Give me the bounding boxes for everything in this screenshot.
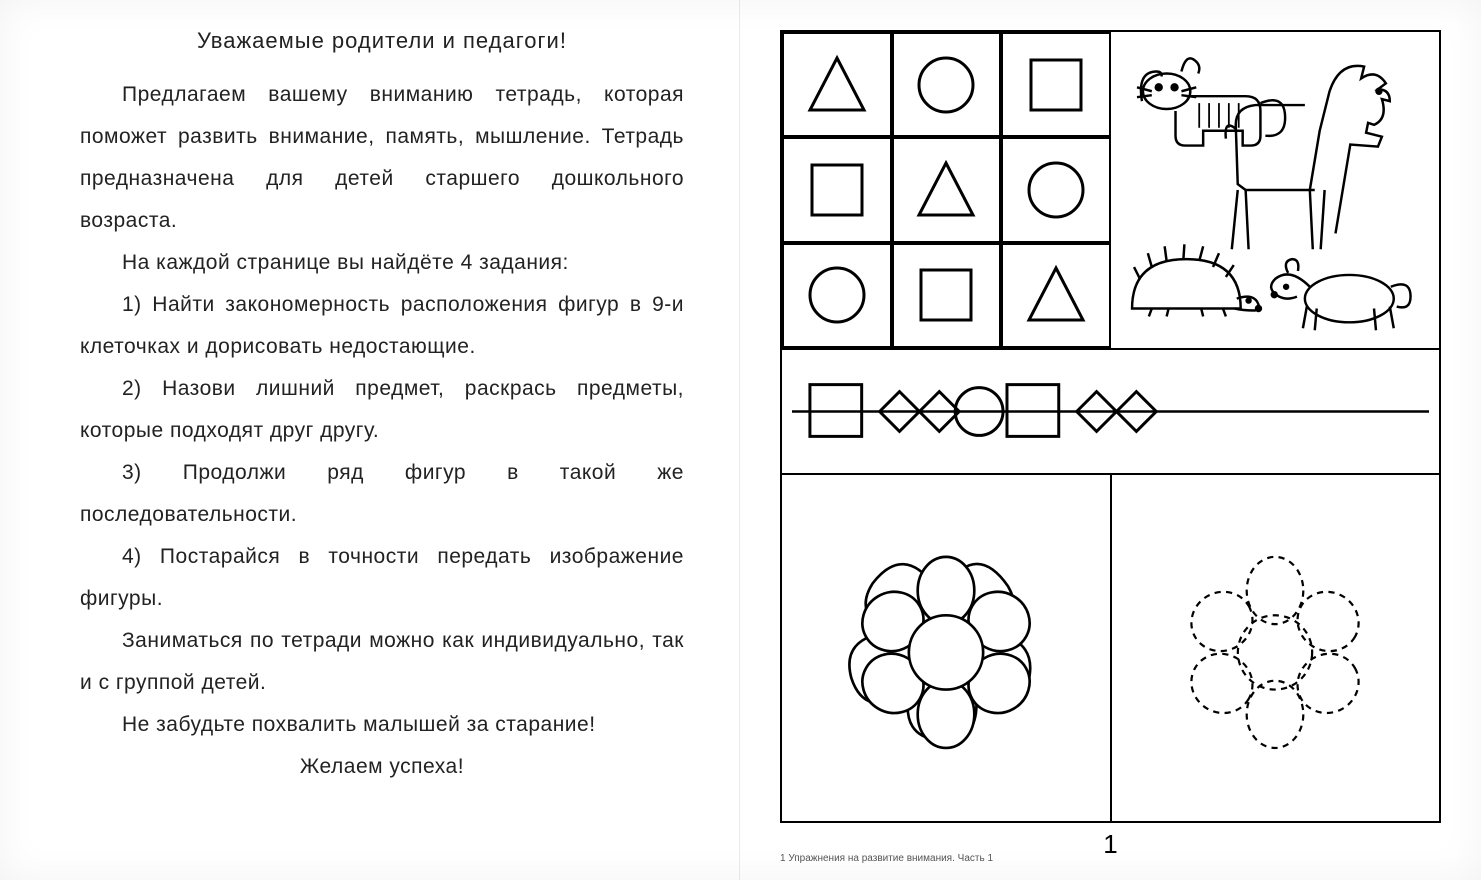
top-row [780,30,1441,350]
hedgehog-icon [1132,244,1261,316]
footnote: 1 Упражнения на развитие внимания. Часть… [780,853,993,864]
paragraph-4: 2) Назови лишний предмет, раскрась предм… [80,368,684,452]
flower-row [780,475,1441,823]
animals-svg [1111,32,1440,348]
grid-cell [1001,243,1111,348]
grid-cell [1001,137,1111,242]
animals-panel [1111,30,1442,350]
left-page: Уважаемые родители и педагоги! Предлагае… [0,0,740,880]
paragraph-8: Не забудьте похвалить малышей за старани… [80,704,684,746]
dog-icon [1271,259,1410,330]
grid-cell [782,137,892,242]
heading: Уважаемые родители и педагоги! [80,28,684,54]
paragraph-5: 3) Продолжи ряд фигур в такой же последо… [80,452,684,536]
pattern-svg [792,350,1429,473]
grid-cell [892,243,1002,348]
page-spread: Уважаемые родители и педагоги! Предлагае… [0,0,1481,880]
paragraph-7: Заниматься по тетради можно как индивиду… [80,620,684,704]
flower-solid [780,475,1110,823]
paragraph-2: На каждой странице вы найдёте 4 задания: [80,242,684,284]
flower-dashed [1110,475,1442,823]
goat-icon [1225,66,1389,249]
right-page: 1 1 Упражнения на развитие внимания. Час… [740,0,1481,880]
grid-cell [782,243,892,348]
paragraph-3: 1) Найти закономерность расположения фиг… [80,284,684,368]
pattern-row [780,350,1441,475]
cat-icon [1137,58,1285,145]
paragraph-9: Желаем успеха! [80,746,684,788]
paragraph-6: 4) Постарайся в точности передать изобра… [80,536,684,620]
grid-cell [1001,32,1111,137]
paragraph-1: Предлагаем вашему вниманию тетрадь, кото… [80,74,684,242]
shape-grid [780,30,1111,350]
grid-cell [892,32,1002,137]
grid-cell [782,32,892,137]
grid-cell [892,137,1002,242]
